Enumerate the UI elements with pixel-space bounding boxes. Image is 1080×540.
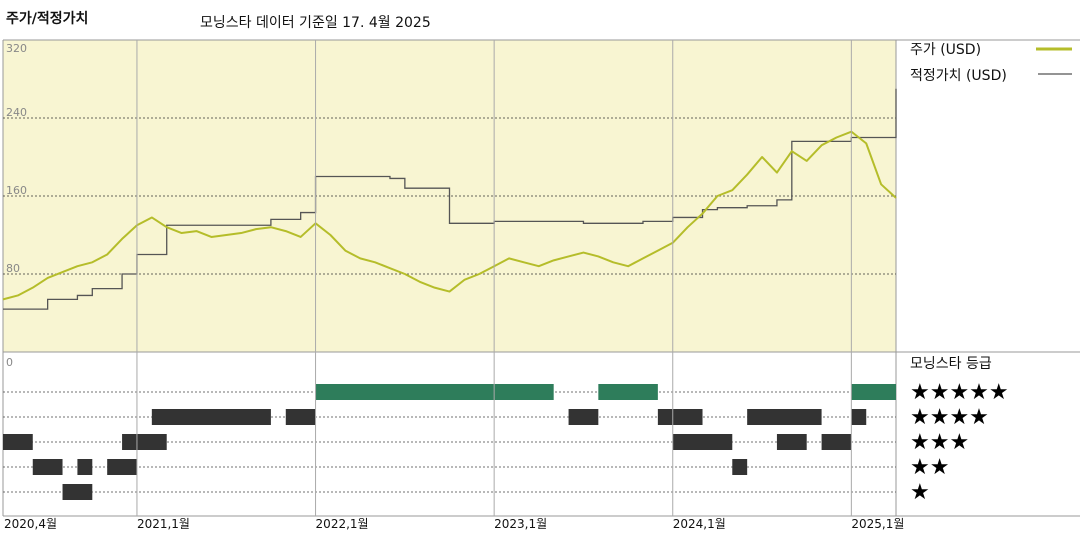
rating-title: 모닝스타 등급 — [910, 356, 992, 372]
rating-period-bar — [598, 384, 658, 400]
rating-1-star: ★ — [910, 480, 930, 505]
rating-period-bar — [285, 409, 316, 425]
rating-period-bar — [122, 434, 137, 450]
x-tick-label: 2020,4월 — [4, 517, 57, 531]
price-line — [2, 130, 897, 301]
x-tick-label: 2025,1월 — [851, 517, 904, 531]
rating-period-bar — [151, 409, 271, 425]
fair-value-line — [3, 88, 897, 310]
x-tick-label: 2022,1월 — [316, 517, 369, 531]
x-tick-label: 2021,1월 — [137, 517, 190, 531]
y-tick-label: 240 — [6, 106, 27, 119]
rating-period-bar — [776, 434, 807, 450]
legend-price-label: 주가 (USD) — [910, 42, 981, 58]
x-tick-label: 2023,1월 — [494, 517, 547, 531]
data-source-note: 모닝스타 데이터 기준일 17. 4월 2025 — [200, 15, 431, 31]
rating-period-bar — [747, 409, 822, 425]
rating-period-bar — [77, 459, 93, 475]
rating-period-bar — [62, 484, 93, 500]
rating-period-bar — [3, 434, 33, 450]
chart-title: 주가/적정가치 — [6, 11, 89, 27]
rating-5-stars: ★★★★★ — [910, 380, 1009, 405]
rating-period-bar — [732, 459, 748, 475]
rating-period-bar — [851, 409, 867, 425]
rating-period-bar — [32, 459, 63, 475]
y-tick-label: 160 — [6, 184, 27, 197]
rating-period-bar — [568, 409, 599, 425]
rating-4-stars: ★★★★ — [910, 405, 989, 430]
rating-period-bar — [672, 434, 733, 450]
rating-period-bar — [107, 459, 137, 475]
y-tick-label: 80 — [6, 262, 20, 275]
rating-3-stars: ★★★ — [910, 430, 969, 455]
x-tick-label: 2024,1월 — [673, 517, 726, 531]
rating-period-bar — [136, 434, 167, 450]
rating-period-bar — [315, 384, 554, 400]
rating-period-bar — [657, 409, 703, 425]
legend-fair-label: 적정가치 (USD) — [910, 68, 1007, 84]
rating-period-bar — [851, 384, 896, 400]
rating-2-stars: ★★ — [910, 455, 949, 480]
rating-period-bar — [821, 434, 852, 450]
y-tick-label: 0 — [6, 356, 13, 369]
y-tick-label: 320 — [6, 42, 27, 55]
